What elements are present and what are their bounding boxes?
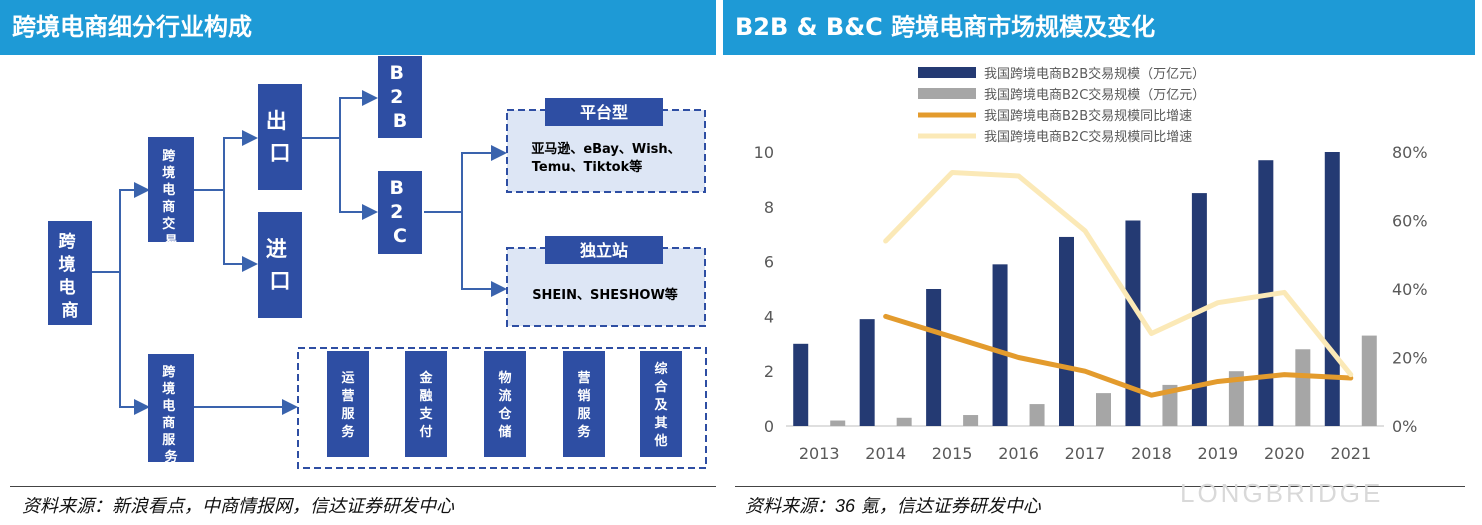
legend-label: 我国跨境电商B2B交易规模（万亿元） bbox=[984, 66, 1205, 82]
industry-structure-diagram: 跨 境 电 商 跨 境 电 商 交 易 跨 境 电 商 服 务 bbox=[48, 56, 707, 469]
right-source-rule bbox=[735, 486, 1465, 487]
x-tick-label: 2013 bbox=[799, 444, 840, 463]
x-tick-label: 2021 bbox=[1330, 444, 1371, 463]
node-box-import bbox=[258, 212, 302, 318]
diagram-connectors bbox=[92, 90, 507, 415]
service-item-0: 运营服务 bbox=[341, 371, 355, 440]
legend-label: 我国跨境电商B2C交易规模（万亿元） bbox=[984, 87, 1205, 103]
y-left-tick: 4 bbox=[764, 307, 774, 326]
bar-b2c bbox=[1162, 384, 1178, 426]
bar-b2b bbox=[926, 289, 942, 426]
service-box bbox=[327, 351, 369, 457]
bar-b2c bbox=[1029, 404, 1045, 426]
indie-title-box bbox=[545, 236, 663, 264]
service-box bbox=[484, 351, 526, 457]
indie-examples: SHEIN、SHESHOW等 bbox=[532, 287, 678, 303]
right-source-note: 资料来源：36 氪，信达证券研发中心 bbox=[745, 492, 1041, 518]
node-b2b: B 2 B bbox=[389, 62, 410, 132]
y-right-tick: 0% bbox=[1392, 417, 1417, 436]
legend-swatch bbox=[918, 88, 976, 99]
left-panel-title: 跨境电商细分行业构成 bbox=[0, 0, 716, 55]
indie-title: 独立站 bbox=[580, 241, 628, 260]
chart-axes: 0 2 4 6 8 10 0% 20% 40% 60% 80% 2013 2014 2015 2016 201… bbox=[754, 143, 1428, 463]
x-tick-label: 2020 bbox=[1264, 444, 1305, 463]
node-box-root bbox=[48, 221, 92, 325]
platform-title-box bbox=[545, 98, 663, 126]
chart-lines bbox=[883, 170, 1354, 398]
left-source-rule bbox=[10, 486, 716, 487]
platform-title: 平台型 bbox=[580, 103, 628, 122]
bar-b2c bbox=[1228, 371, 1244, 426]
chart-bars bbox=[793, 152, 1377, 426]
legend-swatch bbox=[918, 67, 976, 78]
platform-examples-line1: 亚马逊、eBay、Wish、 bbox=[531, 142, 680, 157]
node-box-trade bbox=[148, 137, 194, 242]
y-left-tick: 6 bbox=[764, 253, 774, 272]
bar-b2c bbox=[963, 415, 979, 426]
bar-b2b bbox=[1324, 152, 1340, 426]
bar-b2c bbox=[1361, 335, 1377, 426]
node-box-b2b bbox=[378, 56, 422, 138]
bar-b2c bbox=[830, 420, 846, 426]
left-source-note: 资料来源：新浪看点，中商情报网，信达证券研发中心 bbox=[22, 496, 454, 517]
chart-legend: 我国跨境电商B2B交易规模（万亿元） 我国跨境电商B2C交易规模（万亿元） 我国跨境… bbox=[918, 66, 1205, 145]
node-box-service bbox=[148, 354, 194, 462]
node-service: 跨 境 电 商 服 务 bbox=[162, 365, 180, 465]
node-export: 出 口 bbox=[266, 109, 294, 165]
x-tick-label: 2017 bbox=[1065, 444, 1106, 463]
services-list: 运营服务 金融支付 物流仓储 营销服务 综合及其他 bbox=[327, 351, 682, 457]
watermark: LONGBRIDGE bbox=[1180, 478, 1384, 508]
platform-examples-line2: Temu、Tiktok等 bbox=[532, 159, 643, 175]
x-tick-label: 2014 bbox=[865, 444, 906, 463]
right-panel-title: B2B & B&C 跨境电商市场规模及变化 bbox=[723, 0, 1475, 55]
growth-line-b2c bbox=[883, 170, 1354, 378]
y-right-tick: 80% bbox=[1392, 143, 1428, 162]
y-left-tick: 2 bbox=[764, 362, 774, 381]
node-box-export bbox=[258, 84, 302, 190]
x-tick-label: 2018 bbox=[1131, 444, 1172, 463]
y-right-tick: 40% bbox=[1392, 280, 1428, 299]
node-box-b2c bbox=[378, 171, 422, 254]
right-source-prefix: 资料来源： bbox=[745, 496, 835, 517]
bar-b2b bbox=[859, 319, 875, 426]
x-tick-label: 2016 bbox=[998, 444, 1039, 463]
y-right-tick: 20% bbox=[1392, 349, 1428, 368]
growth-line-b2b bbox=[883, 313, 1354, 398]
bar-b2b bbox=[992, 264, 1008, 426]
node-trade: 跨 境 电 商 交 易 bbox=[162, 149, 180, 249]
y-right-tick: 60% bbox=[1392, 212, 1428, 231]
service-item-4: 综合及其他 bbox=[653, 361, 668, 449]
service-box bbox=[405, 351, 447, 457]
service-item-1: 金融支付 bbox=[418, 370, 433, 440]
y-left-tick: 0 bbox=[764, 417, 774, 436]
market-size-chart: 我国跨境电商B2B交易规模（万亿元） 我国跨境电商B2C交易规模（万亿元） 我国跨境… bbox=[754, 66, 1428, 463]
right-source-number: 36 bbox=[835, 496, 856, 516]
y-left-tick: 10 bbox=[754, 143, 774, 162]
service-box bbox=[640, 351, 682, 457]
x-tick-label: 2015 bbox=[932, 444, 973, 463]
bar-b2b bbox=[1125, 220, 1141, 426]
x-tick-label: 2019 bbox=[1198, 444, 1239, 463]
right-source-suffix: 氪，信达证券研发中心 bbox=[855, 496, 1041, 517]
legend-label: 我国跨境电商B2B交易规模同比增速 bbox=[984, 108, 1192, 124]
node-b2c: B 2 C bbox=[389, 177, 410, 247]
legend-label: 我国跨境电商B2C交易规模同比增速 bbox=[984, 129, 1192, 145]
service-box bbox=[563, 351, 605, 457]
bar-b2c bbox=[896, 417, 912, 426]
node-import: 进 口 bbox=[266, 237, 294, 293]
bar-b2b bbox=[1059, 236, 1074, 426]
bar-b2c bbox=[1295, 349, 1311, 426]
node-root: 跨 境 电 商 bbox=[59, 232, 82, 321]
y-left-tick: 8 bbox=[764, 198, 774, 217]
bar-b2b bbox=[793, 343, 809, 426]
service-item-3: 营销服务 bbox=[577, 370, 591, 440]
bar-b2c bbox=[1096, 393, 1111, 426]
service-item-2: 物流仓储 bbox=[497, 370, 512, 440]
